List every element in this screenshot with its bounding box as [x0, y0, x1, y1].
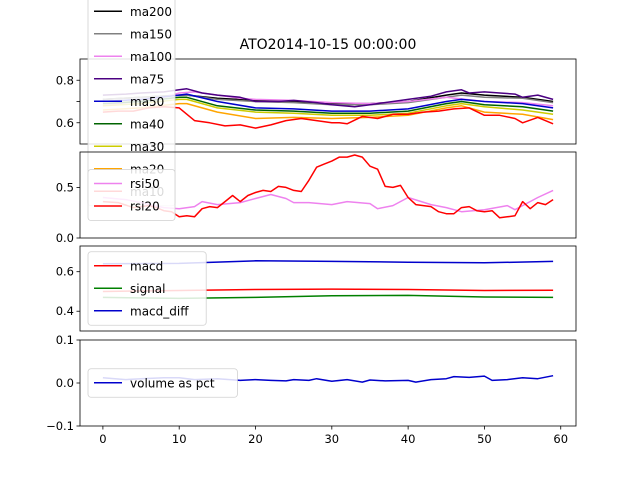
chart-panels: 0.60.8ma200ma150ma100ma75ma50ma40ma30ma2…	[46, 0, 577, 446]
legend-entry-label: ma30	[130, 140, 164, 154]
series-line-rsi20	[102, 154, 554, 219]
x-tick-label: 10	[172, 432, 187, 446]
series-line-ma10	[102, 106, 554, 129]
legend-entry-label: ma40	[130, 117, 164, 131]
panel-macd-frame	[79, 245, 577, 332]
series-line-ma30	[102, 98, 554, 117]
y-tick-label: 0.1	[56, 333, 74, 347]
series-line-ma75	[102, 88, 554, 108]
panel-rsi: 0.0 0.5 rsi50 rsi20	[56, 151, 577, 245]
legend-entry-label: macd	[130, 259, 163, 273]
legend-macd: macd signal macd_diff	[87, 251, 207, 326]
legend-entry-label: macd_diff	[130, 304, 189, 318]
legend-entry-label: ma50	[130, 95, 164, 109]
x-tick-label: 0	[99, 432, 106, 446]
x-tick-label: 50	[477, 432, 492, 446]
series-line-ma50	[102, 93, 554, 112]
panel-volume: −0.1 0.0 0.1 volume as pct 0 10 20 30 40 50 60	[46, 333, 577, 446]
y-tick-label: 0.5	[56, 180, 74, 194]
legend-rsi: rsi50 rsi20	[87, 169, 176, 221]
legend-entry-label: ma200	[130, 5, 172, 19]
y-tick-label: 0.0	[56, 231, 74, 245]
series-line-ma20	[102, 102, 554, 121]
legend-entry-label: ma100	[130, 50, 172, 64]
x-tick-label: 20	[248, 432, 263, 446]
panel-rsi-lines	[102, 154, 554, 219]
panel-ma: 0.60.8ma200ma150ma100ma75ma50ma40ma30ma2…	[56, 0, 577, 207]
y-tick-label: 0.6	[56, 116, 74, 130]
legend-entry-label: rsi20	[130, 200, 160, 214]
legend-entry-label: ma75	[130, 72, 164, 86]
y-tick-label: 0.8	[56, 73, 74, 87]
panel-rsi-frame	[79, 151, 577, 239]
x-tick-label: 40	[401, 432, 416, 446]
legend-box	[87, 169, 176, 221]
y-tick-label: 0.6	[56, 265, 74, 279]
legend-box	[87, 251, 207, 326]
legend-entry-label: volume as pct	[130, 376, 215, 390]
chart-title: ATO2014-10-15 00:00:00	[240, 37, 417, 53]
series-line-ma40	[102, 96, 554, 114]
panel-macd: 0.4 0.6 macd signal macd_diff	[56, 245, 577, 332]
legend-entry-label: signal	[130, 282, 166, 296]
y-tick-label: 0.4	[56, 304, 74, 318]
legend-entry-label: ma150	[130, 27, 172, 41]
y-tick-label: −0.1	[46, 419, 74, 433]
series-line-rsi50	[102, 189, 554, 213]
legend-box	[87, 368, 238, 398]
x-tick-label: 30	[324, 432, 339, 446]
y-tick-label: 0.0	[56, 376, 74, 390]
legend-entry-label: rsi50	[130, 177, 160, 191]
legend-volume: volume as pct	[87, 368, 238, 398]
x-tick-label: 60	[553, 432, 568, 446]
